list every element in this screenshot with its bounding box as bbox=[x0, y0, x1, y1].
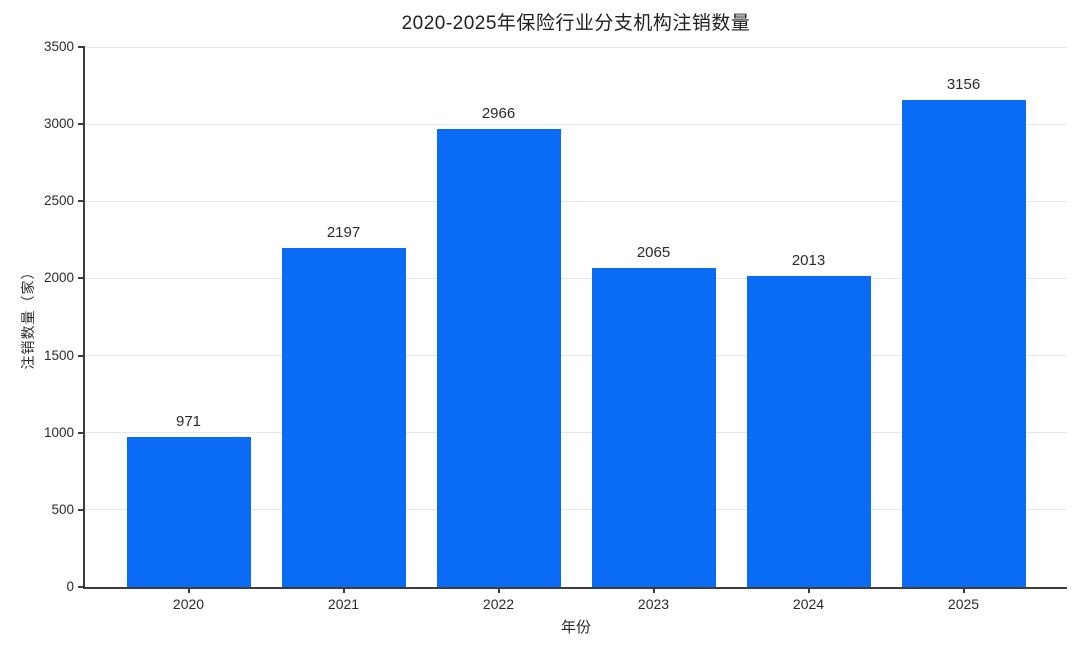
bar-value-label: 2966 bbox=[481, 105, 516, 123]
y-tick-label: 2000 bbox=[43, 270, 74, 286]
y-tick-label: 500 bbox=[51, 501, 74, 517]
x-tick-mark bbox=[187, 587, 190, 593]
x-tick-label: 2021 bbox=[327, 596, 360, 612]
y-tick-mark bbox=[78, 586, 85, 588]
y-tick-mark bbox=[78, 123, 85, 126]
chart-title: 2020-2025年保险行业分支机构注销数量 bbox=[401, 13, 751, 34]
gridline bbox=[85, 200, 1067, 202]
y-tick-label: 1000 bbox=[43, 424, 74, 440]
bar bbox=[436, 129, 561, 587]
bar bbox=[901, 100, 1026, 587]
x-axis-spine bbox=[83, 587, 1067, 589]
x-tick-label: 2024 bbox=[792, 596, 825, 612]
bar-value-label: 2065 bbox=[636, 244, 671, 262]
x-tick-mark bbox=[807, 587, 810, 593]
y-tick-label: 2500 bbox=[43, 193, 74, 209]
x-tick-label: 2023 bbox=[637, 596, 670, 612]
x-axis-title: 年份 bbox=[560, 619, 591, 636]
bar bbox=[746, 276, 871, 587]
x-tick-label: 2022 bbox=[482, 596, 515, 612]
gridline bbox=[85, 123, 1067, 125]
y-tick-label: 3500 bbox=[43, 39, 74, 54]
x-tick-label: 2025 bbox=[947, 596, 980, 612]
bar-value-label: 3156 bbox=[946, 76, 981, 94]
y-tick-label: 1500 bbox=[43, 347, 74, 363]
gridline bbox=[85, 355, 1067, 357]
y-tick-label: 0 bbox=[66, 579, 74, 594]
bar bbox=[126, 437, 251, 587]
x-tick-mark bbox=[652, 587, 655, 593]
bar bbox=[591, 268, 716, 587]
y-axis-spine bbox=[83, 47, 85, 589]
gridline bbox=[85, 46, 1067, 48]
gridline bbox=[85, 509, 1067, 511]
bar bbox=[281, 248, 406, 587]
bar-value-label: 971 bbox=[175, 413, 202, 431]
y-tick-mark bbox=[78, 46, 85, 48]
x-tick-mark bbox=[962, 587, 965, 593]
x-tick-mark bbox=[497, 587, 500, 593]
bar-value-label: 2197 bbox=[326, 224, 361, 242]
bar-value-label: 2013 bbox=[791, 252, 826, 270]
x-tick-label: 2020 bbox=[172, 596, 205, 612]
y-tick-mark bbox=[78, 277, 85, 280]
y-tick-mark bbox=[78, 354, 85, 357]
gridline bbox=[85, 277, 1067, 279]
y-tick-mark bbox=[78, 508, 85, 511]
y-tick-mark bbox=[78, 431, 85, 434]
x-tick-mark bbox=[342, 587, 345, 593]
y-tick-label: 3000 bbox=[43, 116, 74, 132]
y-tick-mark bbox=[78, 200, 85, 203]
gridline bbox=[85, 432, 1067, 434]
